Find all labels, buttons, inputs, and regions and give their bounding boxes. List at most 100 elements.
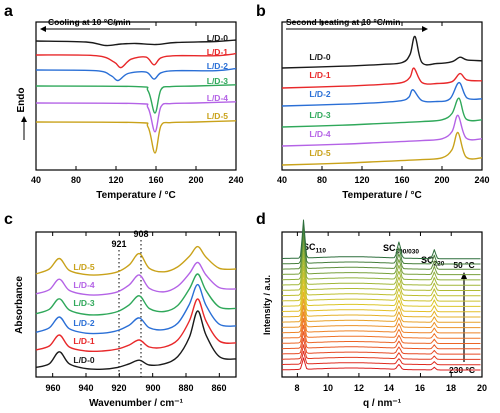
legend-label-LD4: L/D-4: [73, 280, 95, 290]
panel-a-series-labels: L/D-0 L/D-1 L/D-2 L/D-3 L/D-4 L/D-5: [207, 33, 229, 121]
legend-label-LD0: L/D-0: [207, 33, 229, 43]
panel-a-endo-arrowhead: [21, 116, 27, 122]
saxs-curve: [282, 239, 481, 276]
peak-label-sc110: SC110: [303, 242, 326, 255]
legend-label-LD5: L/D-5: [309, 148, 331, 158]
legend-label-LD3: L/D-3: [309, 110, 331, 120]
peak-label-sc: SC: [383, 243, 396, 253]
legend-label-LD4: L/D-4: [309, 129, 331, 139]
saxs-curve: [282, 331, 481, 350]
panel-b-tick: 80: [317, 175, 327, 185]
legend-label-LD2: L/D-2: [207, 61, 229, 71]
saxs-curve: [282, 357, 481, 371]
panel-a-ylabel: Endo: [16, 88, 27, 113]
saxs-curve: [282, 245, 481, 281]
panel-a-tick: 120: [108, 175, 123, 185]
panel-a-tick: 240: [228, 175, 243, 185]
series-line-ld-2: [35, 67, 237, 82]
peak-label-sc300: SC300/030: [383, 243, 419, 256]
panel-b-annotation: Second heating at 10 °C/min: [286, 17, 400, 27]
panel-c-tick: 860: [211, 383, 226, 393]
saxs-curve: [282, 350, 481, 366]
panel-b-tick: 40: [277, 175, 287, 185]
panel-d: Intensity / a.u. q / nm⁻¹ 8 10 12 14 16 …: [262, 219, 487, 409]
legend-label-LD2: L/D-2: [73, 318, 95, 328]
legend-label-LD3: L/D-3: [73, 298, 95, 308]
panel-d-frame: [281, 231, 483, 378]
saxs-curve: [282, 226, 481, 265]
peak-subscript-300-030: 300/030: [396, 249, 420, 256]
panel-d-tick: 16: [415, 383, 425, 393]
series-line-ld-3: [35, 84, 237, 114]
peak-label-sc: SC: [303, 242, 316, 252]
legend-label-LD4: L/D-4: [207, 93, 229, 103]
panel-letter-d: d: [256, 211, 266, 228]
panel-c-xlabel: Wavenumber / cm⁻¹: [89, 398, 183, 409]
panel-d-tick: 18: [446, 383, 456, 393]
saxs-curve: [282, 258, 481, 291]
legend-label-LD1: L/D-1: [309, 70, 331, 80]
panel-a-annotation: Cooling at 10 °C/min: [48, 17, 131, 27]
panel-b-tick: 160: [394, 175, 409, 185]
peak-label-sc: SC: [421, 255, 434, 265]
temperature-arrowhead: [461, 272, 467, 279]
panel-c-tick: 900: [145, 383, 160, 393]
panel-d-tick: 20: [477, 383, 487, 393]
panel-c-tick: 960: [45, 383, 60, 393]
panel-c-ylabel: Absorbance: [14, 276, 25, 334]
legend-label-LD1: L/D-1: [73, 336, 95, 346]
panel-a-frame: [35, 21, 237, 171]
saxs-curve: [282, 285, 481, 313]
saxs-curve: [282, 304, 481, 329]
saxs-curve: [282, 337, 481, 355]
series-line-ld-0: [35, 310, 237, 371]
series-line-ld-3: [281, 97, 483, 128]
panel-c-tick: 920: [111, 383, 126, 393]
panel-d-tick: 14: [384, 383, 394, 393]
saxs-curve: [282, 291, 481, 318]
panel-d-xlabel: q / nm⁻¹: [363, 398, 402, 409]
annotation-921: 921: [111, 239, 126, 249]
temperature-top-label: 50 °C: [453, 260, 474, 270]
panel-c-series-labels: L/D-5 L/D-4 L/D-3 L/D-2 L/D-1 L/D-0: [73, 262, 95, 365]
panel-a-xlabel: Temperature / °C: [96, 190, 175, 201]
panel-a-arrowhead: [40, 26, 46, 32]
series-line-ld-5: [35, 120, 237, 154]
series-line-ld-1: [35, 298, 237, 353]
panel-b-arrowhead: [422, 26, 428, 32]
series-line-ld-3: [35, 273, 237, 316]
panel-d-ticks: 8 10 12 14 16 18 20: [294, 383, 487, 393]
legend-label-LD0: L/D-0: [73, 355, 95, 365]
saxs-curve: [282, 324, 481, 344]
panel-d-tick: 8: [294, 383, 299, 393]
panel-a-ticks: 40 80 120 160 200 240: [31, 175, 244, 185]
legend-label-LD0: L/D-0: [309, 52, 331, 62]
legend-label-LD3: L/D-3: [207, 76, 229, 86]
saxs-curve: [282, 278, 481, 307]
series-line-ld-2: [281, 81, 483, 107]
panel-b-frame: [281, 21, 483, 171]
panel-b-tick: 200: [434, 175, 449, 185]
panel-b-tick: 240: [474, 175, 489, 185]
saxs-curve: [282, 219, 481, 260]
panel-d-ylabel: Intensity / a.u.: [262, 275, 272, 335]
saxs-curve: [282, 252, 481, 286]
series-line-ld-0: [281, 35, 483, 69]
saxs-curve: [282, 318, 481, 339]
saxs-curve: [282, 265, 481, 297]
panel-d-tick: 10: [323, 383, 333, 393]
saxs-curve: [282, 232, 481, 270]
saxs-curve: [282, 298, 481, 323]
panel-c-frame: [35, 231, 237, 378]
panel-a-tick: 80: [71, 175, 81, 185]
series-line-ld-4: [35, 101, 237, 133]
panel-a-tick: 160: [148, 175, 163, 185]
legend-label-LD5: L/D-5: [73, 262, 95, 272]
series-line-ld-5: [281, 131, 483, 166]
legend-label-LD5: L/D-5: [207, 111, 229, 121]
series-line-ld-4: [281, 114, 483, 147]
panel-c-ticks: 960 940 920 900 880 860: [45, 383, 226, 393]
series-line-ld-5: [35, 245, 237, 276]
panel-a-tick: 40: [31, 175, 41, 185]
